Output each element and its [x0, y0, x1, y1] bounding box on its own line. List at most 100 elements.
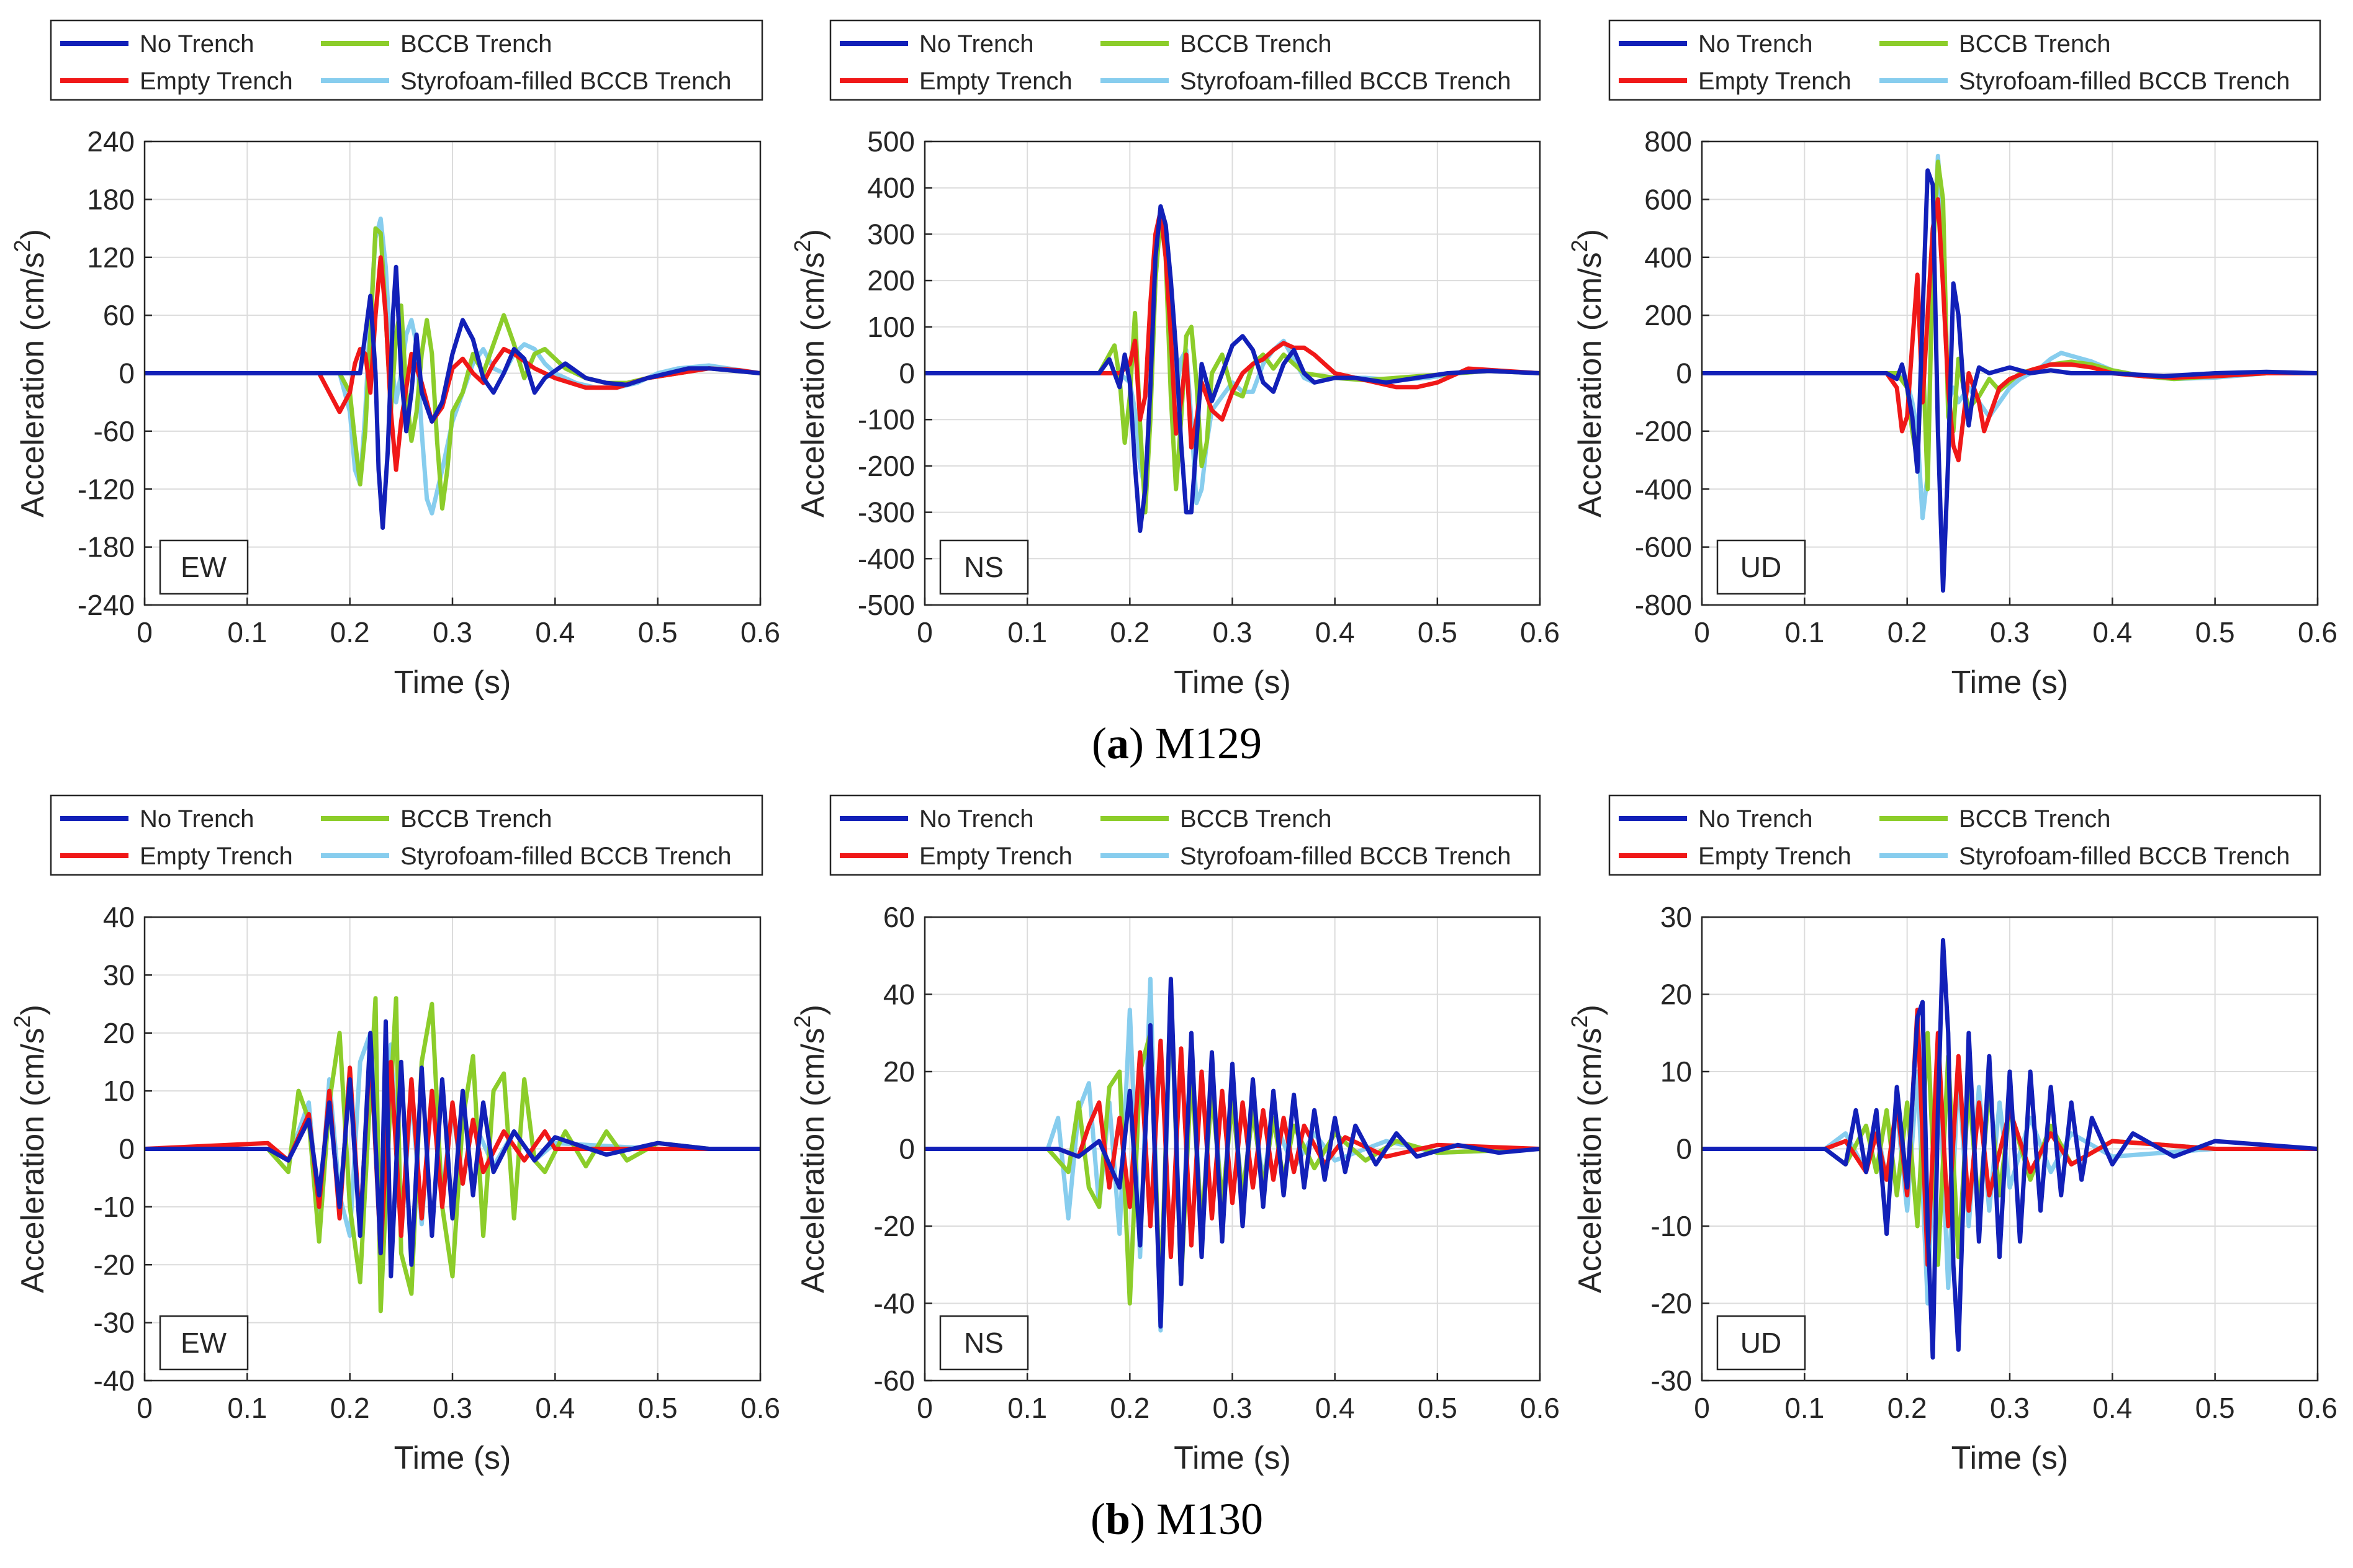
y-tick-label: -400 [858, 542, 915, 575]
y-tick-label: -200 [1635, 415, 1692, 447]
component-tag-label: EW [181, 551, 227, 583]
legend-label: BCCB Trench [1180, 805, 1332, 833]
legend: No Trench BCCB Trench Empty Trench Styrofoa… [1609, 795, 2320, 875]
x-tick-label: 0.5 [1418, 1392, 1457, 1424]
chart-m129-ns: 0 0.1 0.2 0.3 0.4 0.5 0.6 -500 -400 -300 -200 -100 0… [790, 125, 1560, 701]
x-tick-label: 0 [1694, 616, 1710, 648]
y-axis-label: Acceleration (cm/s2) [1567, 229, 1608, 517]
y-axis-label-base: Acceleration (cm/s [1572, 252, 1608, 517]
legend: No Trench BCCB Trench Empty Trench Styrofoa… [51, 20, 762, 100]
y-tick-label: 10 [1660, 1055, 1692, 1088]
legend-label: Empty Trench [140, 843, 293, 870]
x-tick-label: 0.5 [2195, 616, 2235, 648]
y-axis-label-end: ) [1572, 1005, 1608, 1015]
y-axis-label-sup: 2 [9, 240, 35, 252]
y-tick-label: -10 [94, 1191, 135, 1223]
legend-label: BCCB Trench [1959, 805, 2111, 833]
x-tick-label: 0.1 [1007, 1392, 1047, 1424]
legend-label: No Trench [140, 30, 254, 58]
y-axis-label-sup: 2 [1567, 240, 1592, 252]
figure-caption: (b) M130 [1091, 1494, 1263, 1544]
component-tag: NS [940, 1316, 1028, 1369]
y-tick-label: 240 [87, 125, 135, 158]
component-tag: EW [160, 1316, 248, 1369]
y-axis-label-end: ) [15, 1005, 51, 1015]
legend-label: Empty Trench [140, 68, 293, 95]
x-tick-label: 0.4 [535, 1392, 575, 1424]
y-axis-label-base: Acceleration (cm/s [1572, 1028, 1608, 1293]
x-axis-label: Time (s) [394, 665, 511, 701]
x-tick-label: 0.5 [638, 616, 678, 648]
x-tick-label: 0 [137, 616, 153, 648]
y-tick-label: -240 [78, 589, 135, 621]
y-axis-label-sup: 2 [9, 1015, 35, 1028]
caption-text: M130 [1145, 1494, 1263, 1544]
y-tick-label: -30 [94, 1307, 135, 1339]
x-tick-label: 0.3 [433, 1392, 472, 1424]
y-tick-label: -40 [94, 1364, 135, 1397]
y-tick-label: 20 [1660, 979, 1692, 1011]
y-tick-label: 0 [899, 357, 915, 390]
y-axis-label-sup: 2 [1567, 1015, 1592, 1028]
legend: No Trench BCCB Trench Empty Trench Styrofoa… [51, 795, 762, 875]
y-tick-label: 800 [1644, 125, 1692, 158]
y-tick-label: -300 [858, 496, 915, 529]
y-tick-label: -500 [858, 589, 915, 621]
y-tick-label: -20 [874, 1210, 915, 1242]
legend: No Trench BCCB Trench Empty Trench Styrofoa… [830, 20, 1540, 100]
y-tick-label: -60 [94, 415, 135, 447]
legend-label: Empty Trench [1698, 68, 1851, 95]
x-axis-label: Time (s) [1174, 665, 1291, 701]
caption-text: M129 [1144, 719, 1262, 768]
y-tick-label: 60 [103, 299, 135, 331]
x-tick-label: 0.6 [740, 1392, 780, 1424]
x-tick-label: 0.1 [227, 616, 267, 648]
legend-label: BCCB Trench [400, 805, 552, 833]
y-axis-label-base: Acceleration (cm/s [15, 1028, 51, 1293]
y-tick-label: -20 [1651, 1288, 1692, 1320]
y-axis-label-end: ) [15, 229, 51, 240]
x-tick-label: 0.6 [1520, 1392, 1560, 1424]
y-tick-label: 300 [867, 218, 915, 250]
x-tick-label: 0.6 [2298, 616, 2337, 648]
x-tick-label: 0.4 [2092, 616, 2132, 648]
x-tick-label: 0.5 [2195, 1392, 2235, 1424]
y-tick-label: -200 [858, 450, 915, 482]
y-tick-label: -10 [1651, 1210, 1692, 1242]
x-tick-label: 0.3 [1990, 616, 2030, 648]
y-tick-label: 180 [87, 183, 135, 215]
y-tick-label: 0 [119, 1133, 135, 1165]
x-tick-label: 0.2 [1887, 1392, 1927, 1424]
y-tick-label: 20 [103, 1017, 135, 1049]
x-tick-label: 0 [1694, 1392, 1710, 1424]
x-tick-label: 0.4 [1315, 616, 1355, 648]
y-tick-label: 0 [899, 1133, 915, 1165]
x-tick-label: 0 [917, 616, 933, 648]
legend: No Trench BCCB Trench Empty Trench Styrofoa… [1609, 20, 2320, 100]
legend-label: Empty Trench [919, 68, 1073, 95]
chart-m129-ew: 0 0.1 0.2 0.3 0.4 0.5 0.6 -240 -180 -120 -60 0 60 120… [9, 125, 780, 701]
x-axis-label: Time (s) [394, 1440, 511, 1476]
y-axis-label-base: Acceleration (cm/s [795, 252, 831, 517]
x-tick-label: 0.6 [740, 616, 780, 648]
x-tick-label: 0.1 [1784, 616, 1824, 648]
y-tick-label: 100 [867, 311, 915, 343]
y-tick-label: 60 [883, 901, 915, 933]
x-axis-label: Time (s) [1951, 1440, 2069, 1476]
component-tag: NS [940, 540, 1028, 594]
y-tick-label: -40 [874, 1288, 915, 1320]
chart-m130-ud: 0 0.1 0.2 0.3 0.4 0.5 0.6 -30 -20 -10 0 10 20 30 Time … [1567, 901, 2337, 1476]
x-tick-label: 0.3 [1213, 1392, 1253, 1424]
legend-label: Styrofoam-filled BCCB Trench [1959, 843, 2290, 870]
component-tag-label: NS [964, 551, 1004, 583]
y-tick-label: 30 [1660, 901, 1692, 933]
y-axis-label-base: Acceleration (cm/s [15, 252, 51, 517]
y-tick-label: -120 [78, 473, 135, 505]
y-tick-label: 40 [103, 901, 135, 933]
y-tick-label: 200 [1644, 299, 1692, 331]
legend-label: Styrofoam-filled BCCB Trench [400, 68, 732, 95]
y-tick-label: 10 [103, 1075, 135, 1107]
legend-label: Styrofoam-filled BCCB Trench [1180, 843, 1511, 870]
y-tick-label: -180 [78, 531, 135, 563]
x-axis-label: Time (s) [1174, 1440, 1291, 1476]
